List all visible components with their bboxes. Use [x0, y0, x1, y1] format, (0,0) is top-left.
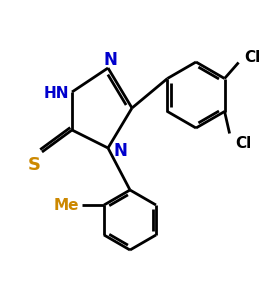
Text: Cl: Cl	[244, 50, 261, 65]
Text: Me: Me	[53, 198, 79, 213]
Text: S: S	[28, 156, 40, 174]
Text: HN: HN	[43, 85, 69, 100]
Text: Cl: Cl	[235, 136, 252, 151]
Text: N: N	[103, 51, 117, 69]
Text: N: N	[113, 142, 127, 160]
